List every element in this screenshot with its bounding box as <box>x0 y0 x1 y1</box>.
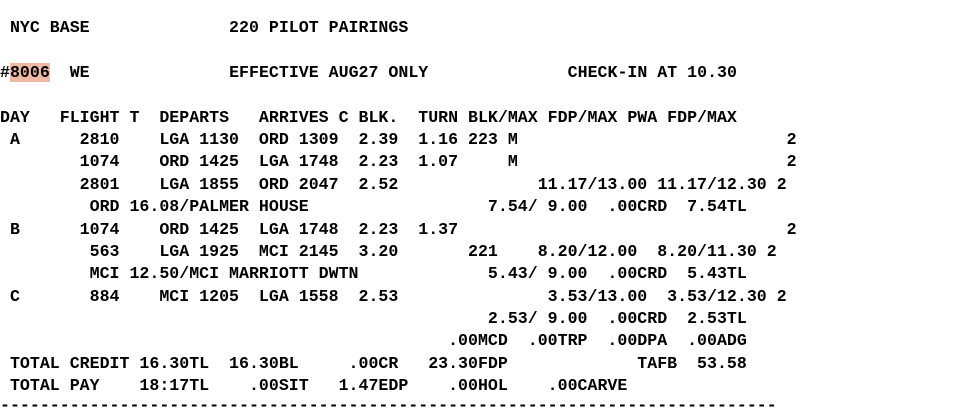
separator-line: ----------------------------------------… <box>0 396 777 415</box>
column-header: DAY FLIGHT T DEPARTS ARRIVES C BLK. TURN… <box>0 108 737 127</box>
table-row: A 2810 LGA 1130 ORD 1309 2.39 1.16 223 M… <box>0 130 797 149</box>
total-pay-row: TOTAL PAY 18:17TL .00SIT 1.47EDP .00HOL … <box>0 376 628 395</box>
table-row: 1074 ORD 1425 LGA 1748 2.23 1.07 M 2 <box>0 152 797 171</box>
table-row: 2801 LGA 1855 ORD 2047 2.52 11.17/13.00 … <box>0 175 787 194</box>
header-line: NYC BASE 220 PILOT PAIRINGS <box>0 18 408 38</box>
report-title: 220 PILOT PAIRINGS <box>229 18 409 37</box>
table-row: C 884 MCI 1205 LGA 1558 2.53 3.53/13.00 … <box>0 287 787 306</box>
base-name: NYC BASE <box>0 18 90 37</box>
table-row: 563 LGA 1925 MCI 2145 3.20 221 8.20/12.0… <box>0 242 777 261</box>
effective-date: EFFECTIVE AUG27 ONLY <box>229 63 429 82</box>
extras-row: .00MCD .00TRP .00DPA .00ADG <box>0 331 747 350</box>
check-in-time: CHECK-IN AT 10.30 <box>567 63 737 82</box>
pairing-days: WE <box>49 63 90 82</box>
total-credit-row: TOTAL CREDIT 16.30TL 16.30BL .00CR 23.30… <box>0 354 747 373</box>
table-row: B 1074 ORD 1425 LGA 1748 2.23 1.37 2 <box>0 220 797 239</box>
pairing-number[interactable]: 8006 <box>9 63 50 82</box>
pairing-line: #8006 WE EFFECTIVE AUG27 ONLY CHECK-IN A… <box>0 63 737 82</box>
duty-summary-row: 2.53/ 9.00 .00CRD 2.53TL <box>0 309 747 328</box>
layover-row: ORD 16.08/PALMER HOUSE 7.54/ 9.00 .00CRD… <box>0 197 747 216</box>
layover-row: MCI 12.50/MCI MARRIOTT DWTN 5.43/ 9.00 .… <box>0 264 747 283</box>
